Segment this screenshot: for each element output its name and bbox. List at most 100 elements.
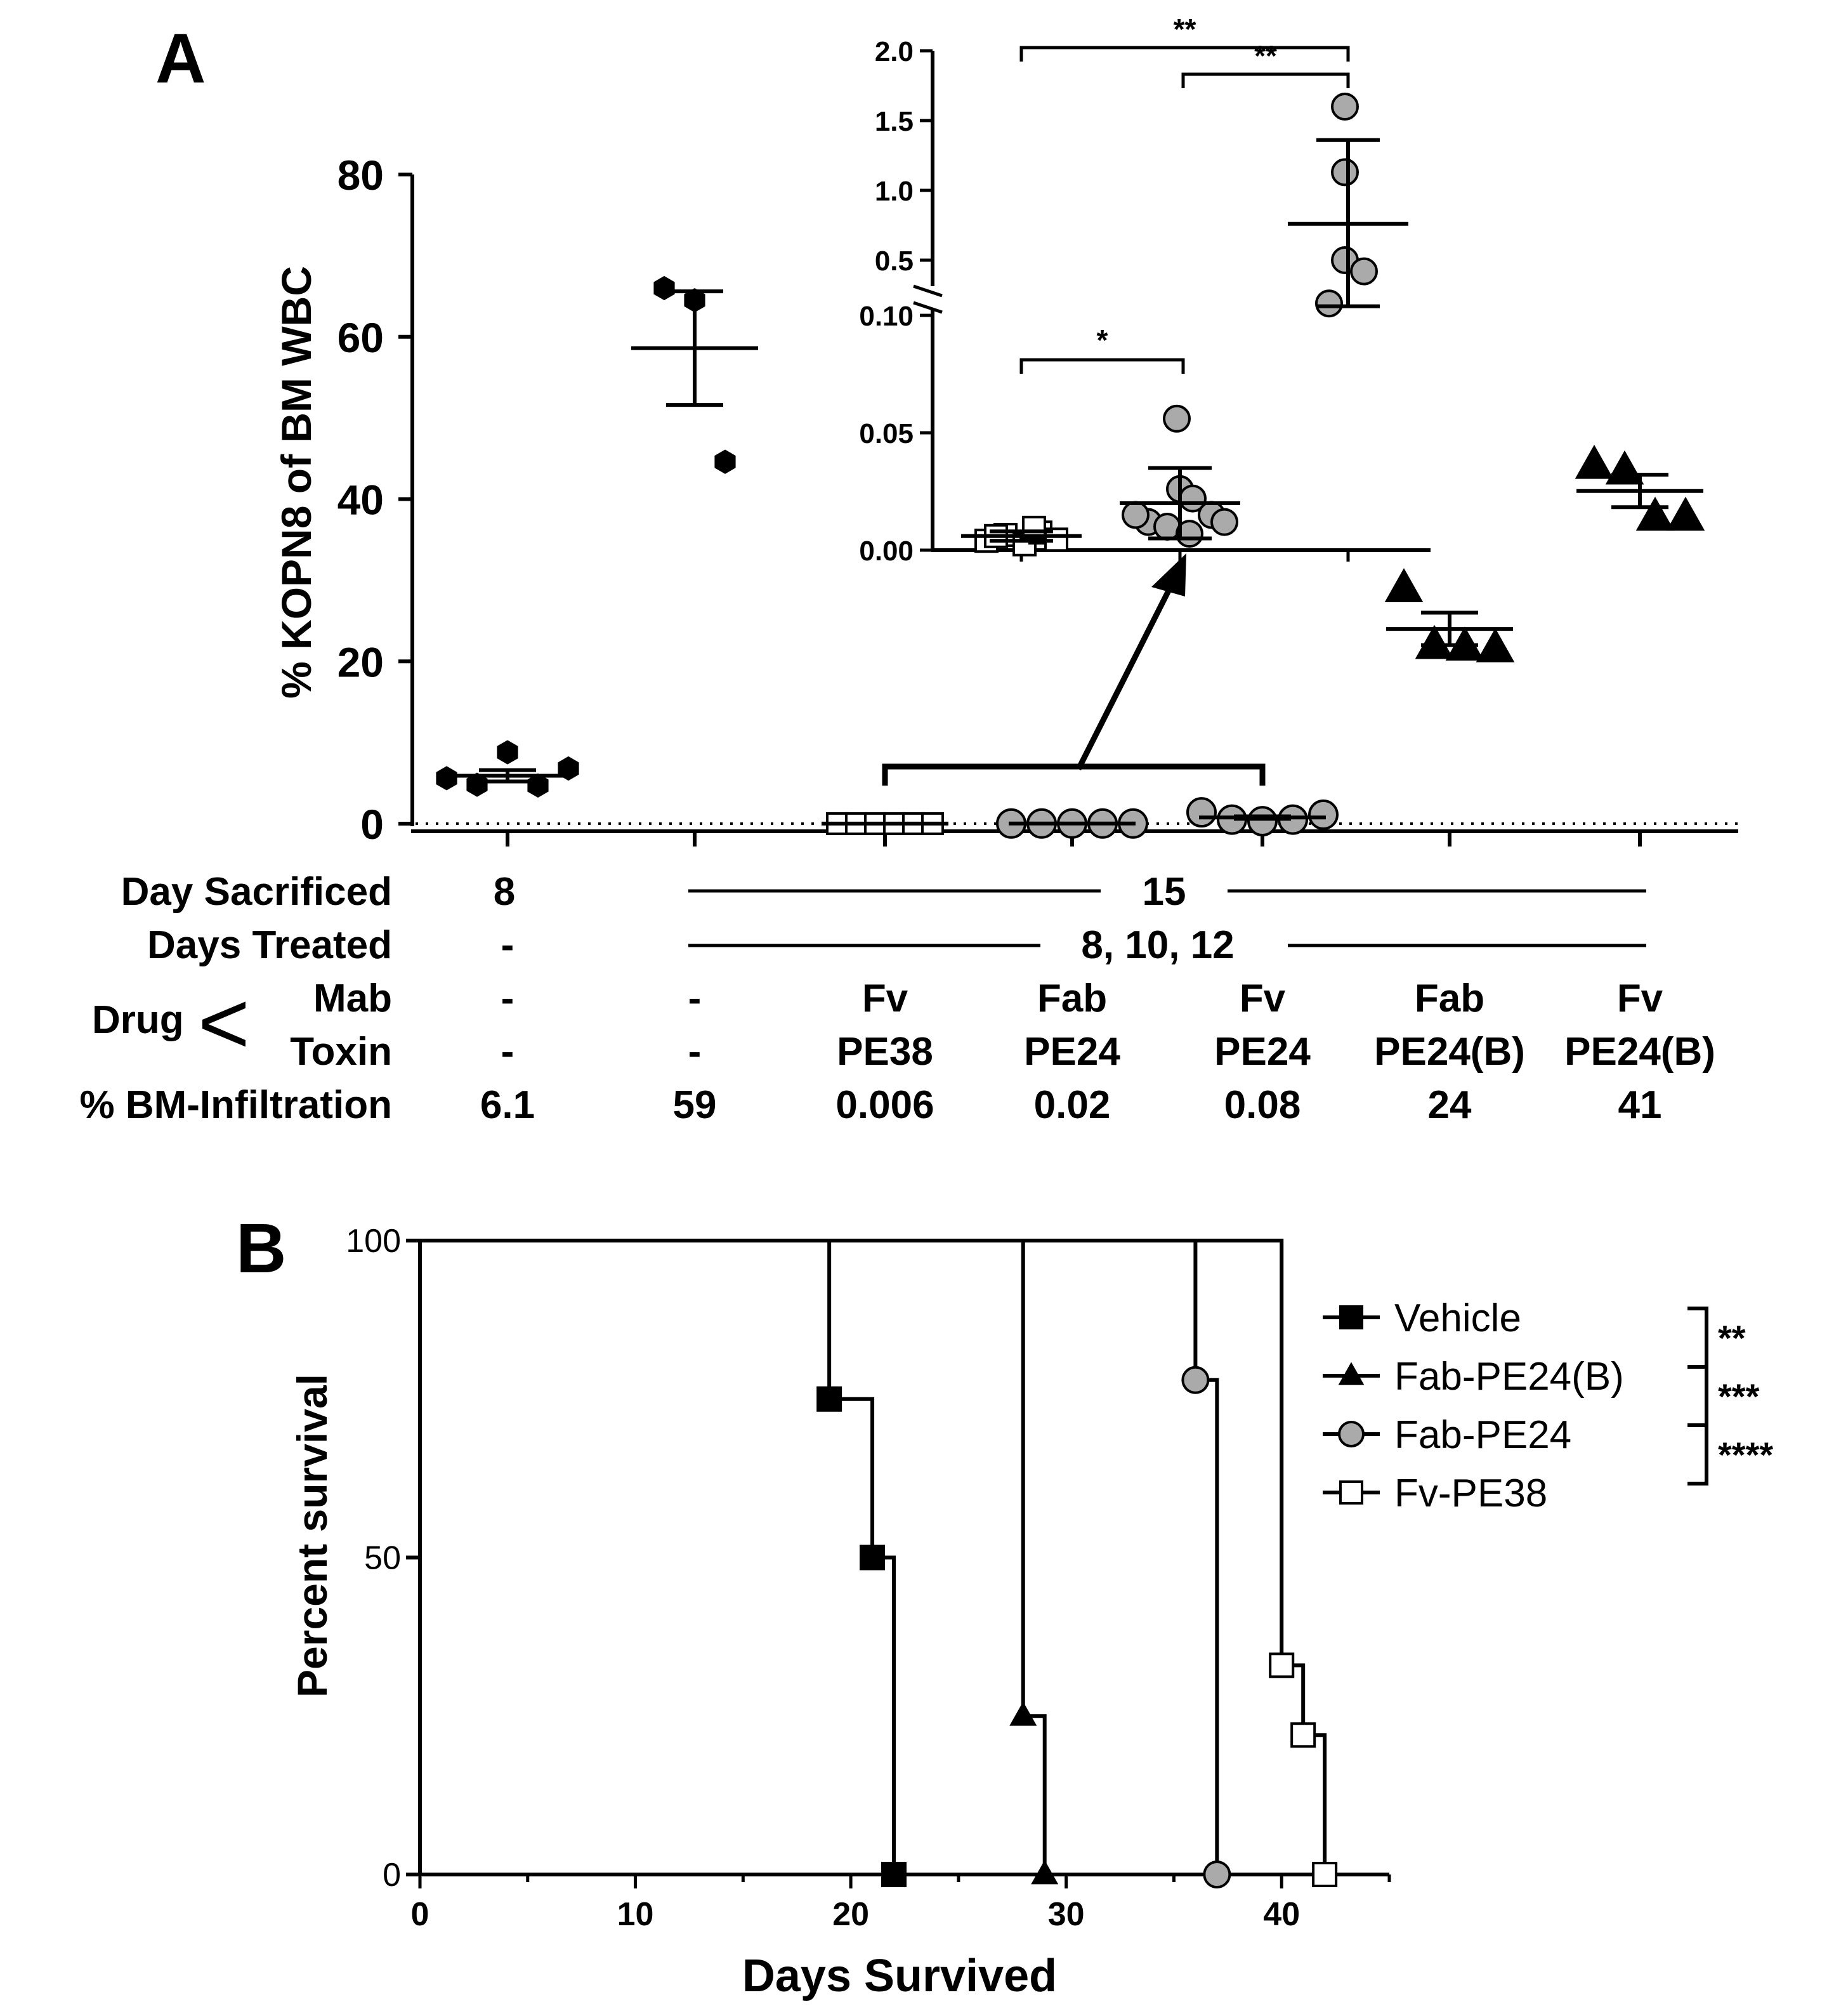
inset-y-tick-label: 0.10 xyxy=(859,301,914,332)
survival-point xyxy=(1312,1862,1338,1887)
significance-label: **** xyxy=(1718,1435,1773,1475)
legend-label: Fv-PE38 xyxy=(1394,1472,1547,1515)
y-tick-label: 20 xyxy=(337,638,384,685)
toxin-cell: PE24 xyxy=(1214,1030,1311,1074)
toxin-cell: PE24 xyxy=(1024,1030,1120,1074)
data-point xyxy=(1635,496,1675,531)
mab-cell: - xyxy=(688,977,702,1020)
inset-data-point xyxy=(1331,93,1359,121)
data-point xyxy=(1186,797,1217,828)
toxin-cell: PE38 xyxy=(837,1030,933,1074)
mab-cell: - xyxy=(501,977,514,1020)
row-label-mab: Mab xyxy=(313,977,392,1020)
mean-sem-bar xyxy=(1386,610,1513,647)
survival-series-fv-pe38 xyxy=(420,1239,1389,1887)
table-column-2: - - 59 xyxy=(673,977,717,1127)
inset-y-tick-label: 1.0 xyxy=(875,176,914,207)
x-tick-label: 10 xyxy=(617,1896,654,1933)
data-group-7 xyxy=(1575,444,1705,531)
inset-data-group-2 xyxy=(1120,404,1240,548)
survival-point xyxy=(1181,1366,1210,1394)
inset-arrow-head xyxy=(1151,553,1186,596)
inset-mean-sem-bar xyxy=(1288,138,1408,308)
data-point xyxy=(1476,628,1515,662)
panel-a-table: Day Sacrificed Days Treated Drug < Mab T… xyxy=(80,870,1715,1127)
mab-cell: Fv xyxy=(1240,977,1286,1020)
significance-bracket: ** xyxy=(1181,39,1350,88)
panel-a-table-columns: - - 6.1 - - 59 Fv PE38 0.006 Fab PE24 0.02 Fv PE24 0.0… xyxy=(480,977,1715,1127)
inset-data-point xyxy=(1163,404,1191,433)
legend-marker xyxy=(1338,1362,1365,1385)
legend-item-1: Vehicle xyxy=(1323,1296,1521,1340)
legend-label: Fab-PE24 xyxy=(1394,1413,1571,1457)
panel-a-inset: 0.000.050.100.51.01.52.0***** xyxy=(859,13,1431,567)
survival-point xyxy=(1290,1722,1316,1748)
y-tick-label: 0 xyxy=(360,801,384,848)
mab-cell: Fab xyxy=(1415,977,1484,1020)
x-tick-label: 20 xyxy=(832,1896,869,1933)
survival-point xyxy=(816,1386,842,1412)
inset-data-point xyxy=(1122,501,1150,529)
days-treated-group-2: 8, 10, 12 xyxy=(1081,923,1234,967)
row-label-drug: Drug xyxy=(92,998,184,1042)
significance-bracket-line xyxy=(1019,46,1350,62)
survival-series-vehicle xyxy=(420,1239,1389,1887)
data-point xyxy=(1308,799,1339,830)
legend-label: Fab-PE24(B) xyxy=(1394,1355,1624,1399)
row-label-days-treated: Days Treated xyxy=(147,923,392,967)
inset-mean-sem-bar xyxy=(1120,466,1240,541)
panel-b-series xyxy=(420,1239,1389,1888)
bm-infiltration-cell: 24 xyxy=(1428,1083,1472,1127)
panel-a: A % KOPN8 of BM WBC 0 20 40 60 80 0.00 0.05 0.… xyxy=(80,13,1738,1127)
significance-label: ** xyxy=(1254,39,1277,72)
inset-y-tick-label: 0.05 xyxy=(859,418,914,449)
panel-b-x-axis-title: Days Survived xyxy=(742,1951,1057,2001)
significance-label: ** xyxy=(1174,13,1196,46)
legend-label: Vehicle xyxy=(1394,1296,1521,1340)
data-point xyxy=(1247,806,1278,837)
inset-data-group-3 xyxy=(1288,93,1408,318)
inset-y-tick-label: 0.5 xyxy=(875,246,914,277)
bm-infiltration-cell: 59 xyxy=(673,1083,717,1127)
row-label-day-sacrificed: Day Sacrificed xyxy=(121,870,392,914)
data-group-6 xyxy=(1384,568,1515,662)
mean-sem-bar xyxy=(631,289,758,407)
legend-marker xyxy=(1339,1305,1363,1329)
y-tick-label: 80 xyxy=(337,152,384,199)
x-tick-label: 40 xyxy=(1263,1896,1300,1933)
significance-bracket-line xyxy=(1687,1423,1708,1486)
mean-sem-bar xyxy=(447,768,568,784)
y-tick-label: 100 xyxy=(346,1223,401,1260)
data-point xyxy=(1666,496,1705,531)
y-tick-label: 50 xyxy=(364,1540,401,1577)
toxin-cell: PE24(B) xyxy=(1374,1030,1525,1074)
table-column-7: Fv PE24(B) 41 xyxy=(1564,977,1715,1127)
inset-grouping-bracket xyxy=(882,763,1266,786)
survival-point xyxy=(881,1862,907,1887)
mean-sem-bar xyxy=(1576,473,1703,510)
legend-marker xyxy=(1339,1480,1363,1505)
legend-item-4: Fv-PE38 xyxy=(1323,1472,1547,1515)
data-point xyxy=(436,766,457,791)
inset-data-point xyxy=(1315,289,1343,318)
day-sacrificed-group-1: 8 xyxy=(494,870,515,914)
inset-axis-break-upper xyxy=(913,284,943,298)
y-tick-label: 0 xyxy=(383,1857,401,1894)
data-point xyxy=(466,772,488,797)
legend-item-2: Fab-PE24(B) xyxy=(1323,1355,1624,1399)
toxin-cell: PE24(B) xyxy=(1564,1030,1715,1074)
toxin-cell: - xyxy=(501,1030,514,1074)
survival-step-line xyxy=(420,1239,1389,1876)
x-tick-label: 30 xyxy=(1048,1896,1085,1933)
survival-significance-2: *** xyxy=(1687,1365,1760,1427)
data-point xyxy=(653,275,675,301)
data-point xyxy=(1384,568,1424,602)
drug-bracket-glyph: < xyxy=(198,973,250,1072)
inset-data-point xyxy=(1210,508,1238,536)
bm-infiltration-cell: 0.02 xyxy=(1034,1083,1111,1127)
panel-b-significance: ********* xyxy=(1687,1307,1773,1486)
data-group-3 xyxy=(822,812,948,835)
significance-label: * xyxy=(1097,324,1108,357)
survival-significance-3: **** xyxy=(1687,1423,1773,1486)
